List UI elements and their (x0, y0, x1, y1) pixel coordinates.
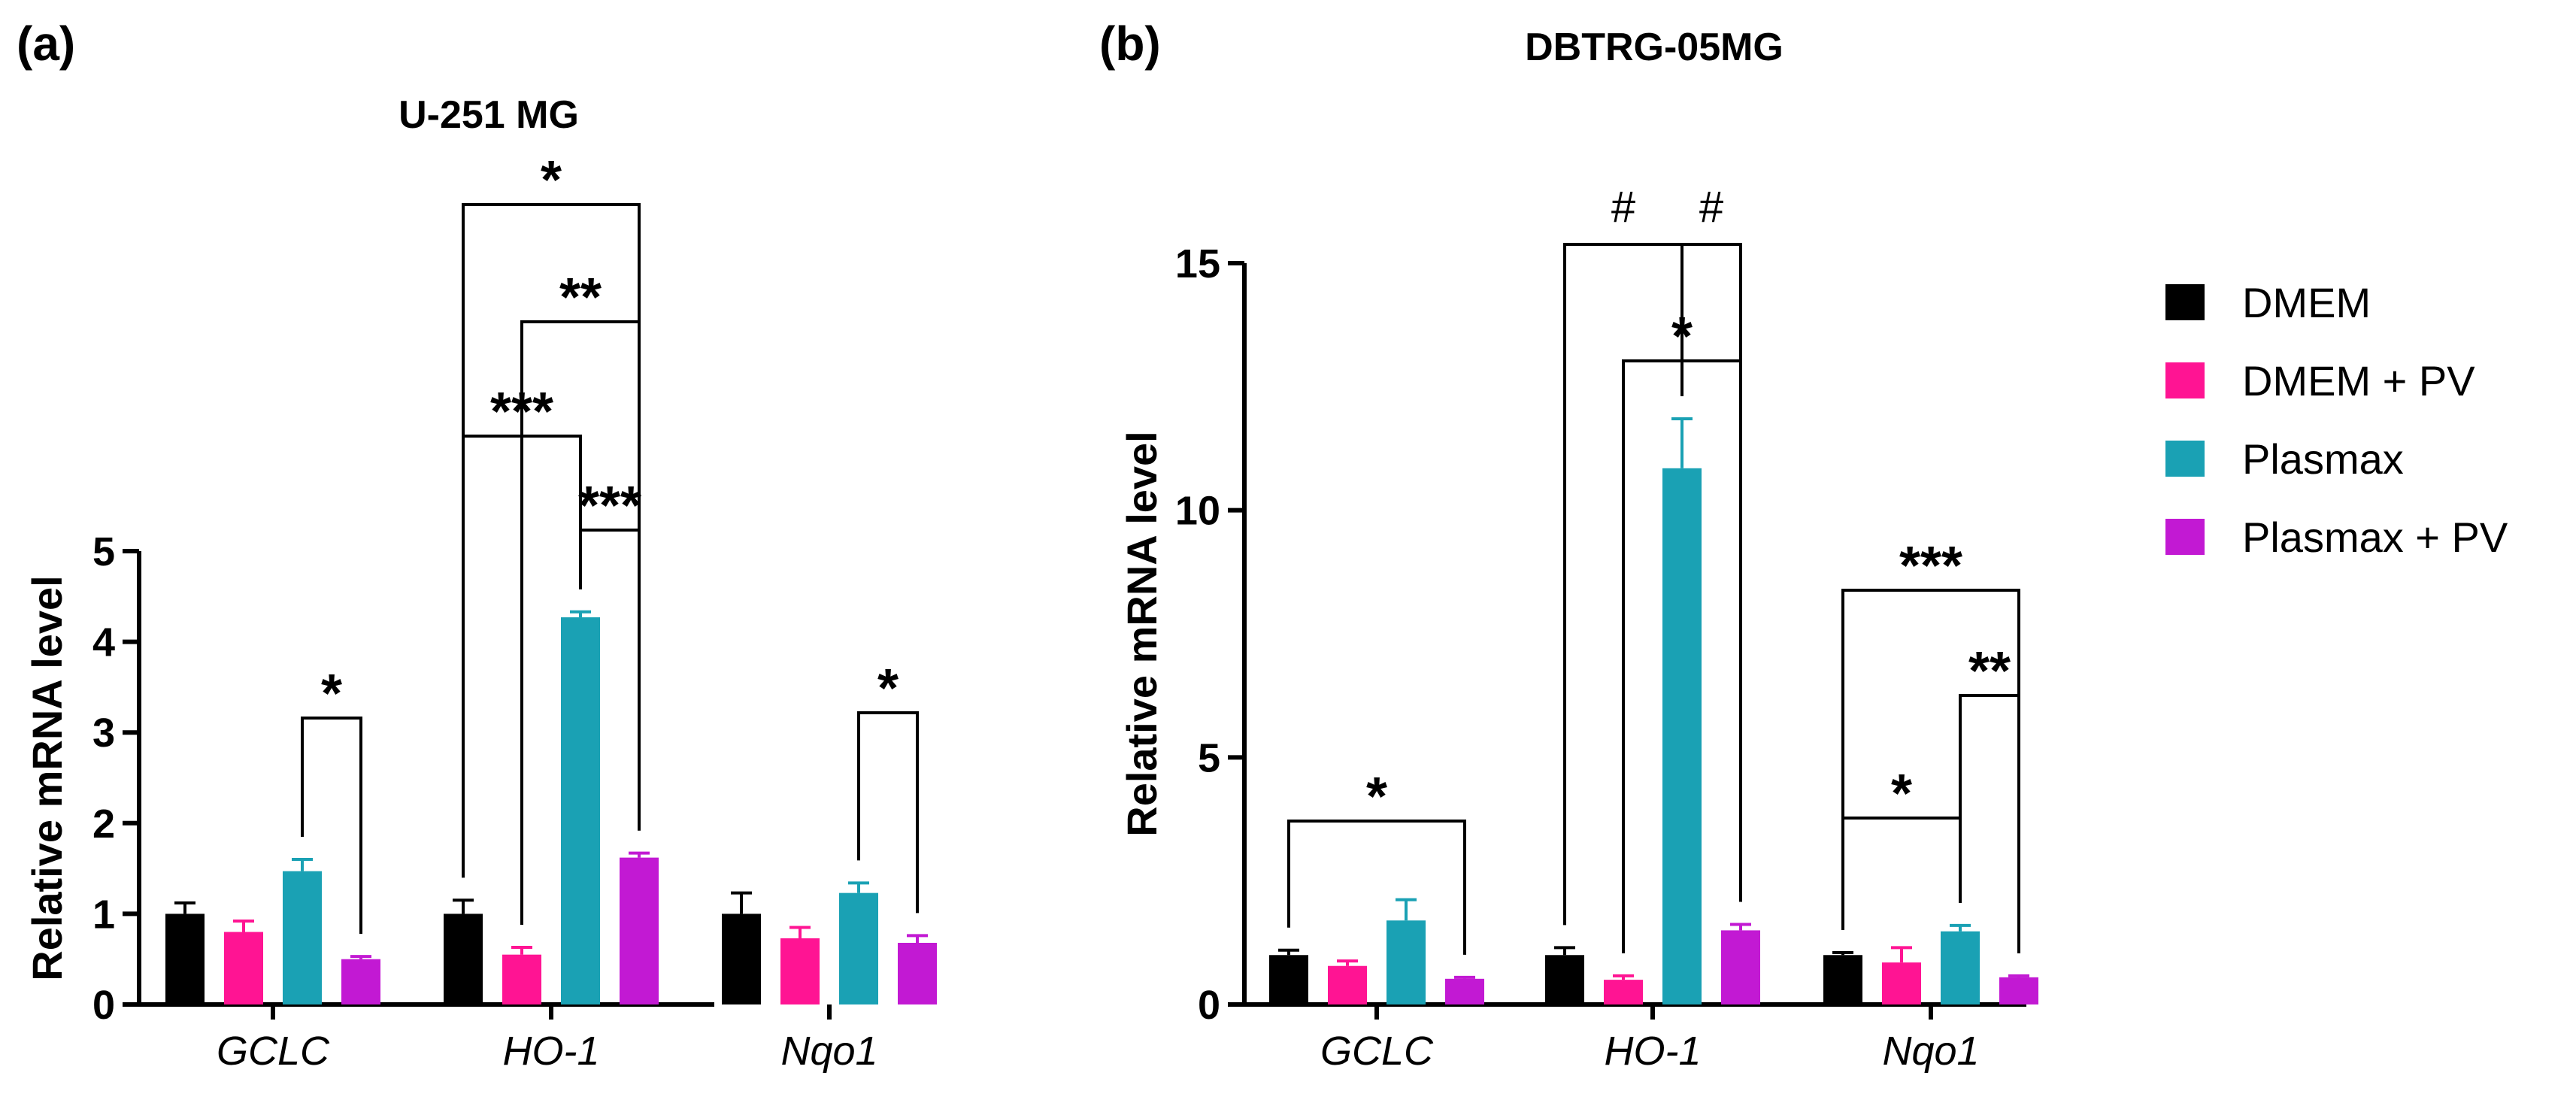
bar-plasmax-gclc (1386, 920, 1426, 1004)
y-tick-label: 0 (92, 983, 115, 1028)
chart-dbtrg05mg: DBTRG-05MG Relative mRNA level 0 5 10 15 GCLC H… (1118, 26, 2038, 1074)
legend-swatch (2165, 519, 2205, 555)
bar-plasmax-ho-1 (561, 617, 600, 1004)
significance-label: *** (1899, 536, 1962, 596)
chart-title: DBTRG-05MG (1525, 26, 1784, 69)
legend-swatch (2165, 284, 2205, 320)
legend-label: Plasmax + PV (2242, 514, 2508, 561)
bar-dmem-nqo1 (722, 914, 761, 1004)
legend: DMEM DMEM + PV Plasmax Plasmax + PV (2165, 279, 2508, 561)
bar-plasmax-pv-ho-1 (1721, 930, 1760, 1004)
x-tick-label: Nqo1 (780, 1029, 877, 1074)
significance-label: * (1366, 767, 1387, 827)
bar-plasmax-pv-gclc (1445, 978, 1484, 1004)
panel-label-a: (a) (17, 17, 75, 71)
y-tick-label: 1 (92, 892, 115, 937)
significance-label: ** (559, 268, 602, 328)
significance-label: ** (1968, 641, 2011, 701)
legend-swatch (2165, 362, 2205, 398)
x-tick-label: HO-1 (502, 1029, 599, 1074)
significance-label: * (1891, 764, 1912, 824)
legend-label: DMEM (2242, 279, 2371, 326)
y-axis-label: Relative mRNA level (23, 575, 71, 981)
x-tick-label: Nqo1 (1882, 1029, 1979, 1074)
y-tick-label: 4 (92, 620, 115, 665)
bar-dmem-pv-gclc (224, 932, 263, 1004)
y-axis-label: Relative mRNA level (1118, 431, 1165, 837)
y-tick-label: 15 (1175, 241, 1220, 286)
significance-bracket (857, 711, 919, 914)
y-tick-label: 0 (1198, 983, 1220, 1028)
panel-label-b: (b) (1099, 17, 1161, 71)
bar-dmem-pv-ho-1 (1604, 980, 1643, 1004)
bar-dmem-pv-gclc (1328, 965, 1367, 1004)
bar-dmem-pv-ho-1 (502, 954, 541, 1004)
bar-plasmax-pv-ho-1 (620, 857, 659, 1004)
y-tick-label: 10 (1175, 489, 1220, 534)
bar-dmem-gclc (1269, 955, 1308, 1004)
bar-plasmax-nqo1 (839, 892, 878, 1004)
bar-plasmax-ho-1 (1662, 468, 1702, 1004)
bar-plasmax-gclc (283, 871, 322, 1004)
bar-plasmax-pv-gclc (341, 959, 380, 1004)
bar-dmem-pv-nqo1 (780, 938, 820, 1004)
bar-plasmax-pv-nqo1 (1999, 977, 2038, 1004)
bar-dmem-ho-1 (444, 914, 483, 1004)
bar-plasmax-nqo1 (1941, 931, 1980, 1004)
legend-label: DMEM + PV (2242, 357, 2475, 405)
significance-label: # (1611, 183, 1635, 232)
legend-swatch (2165, 441, 2205, 477)
bar-dmem-gclc (165, 914, 205, 1004)
significance-bracket (1287, 820, 1466, 955)
significance-label: # (1699, 183, 1723, 232)
significance-label: * (877, 659, 899, 719)
y-tick-label: 2 (92, 801, 115, 847)
chart-title: U-251 MG (399, 93, 579, 137)
x-tick-label: GCLC (217, 1029, 330, 1074)
significance-label: *** (578, 476, 641, 536)
significance-label: * (1671, 307, 1693, 367)
x-tick-label: HO-1 (1604, 1029, 1701, 1074)
y-tick-label: 5 (1198, 735, 1220, 780)
y-tick-label: 5 (92, 529, 115, 574)
bar-dmem-ho-1 (1545, 955, 1584, 1004)
bar-dmem-pv-nqo1 (1882, 962, 1921, 1004)
significance-label: * (321, 664, 342, 724)
significance-bracket (301, 717, 362, 935)
y-tick-label: 3 (92, 711, 115, 756)
chart-u251mg: U-251 MG Relative mRNA level 0 1 2 3 4 5 GCLC HO-… (23, 93, 937, 1074)
bar-dmem-nqo1 (1823, 955, 1862, 1004)
significance-bracket (1959, 694, 2020, 953)
significance-label: * (541, 150, 562, 211)
x-tick-label: GCLC (1320, 1029, 1434, 1074)
significance-bracket (1622, 359, 1742, 953)
significance-bracket (1841, 817, 1962, 930)
bar-plasmax-pv-nqo1 (898, 942, 937, 1004)
significance-bracket (462, 203, 641, 878)
legend-label: Plasmax (2242, 435, 2404, 483)
